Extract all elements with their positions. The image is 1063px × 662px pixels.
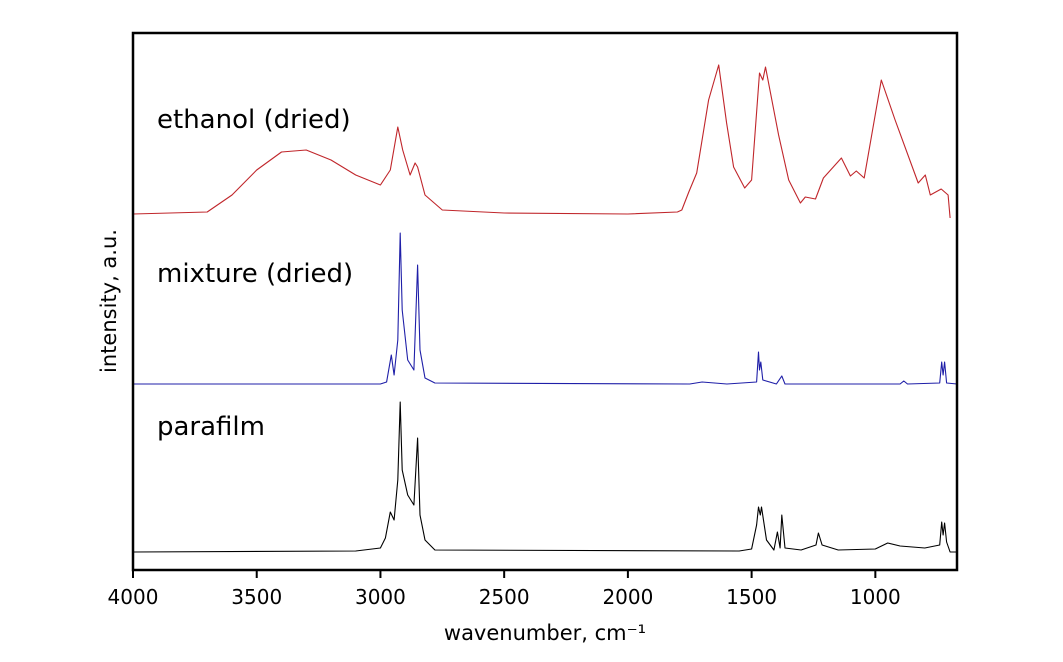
series-label-mixture: mixture (dried) bbox=[157, 259, 353, 289]
series-line-ethanol bbox=[132, 64, 951, 219]
series-label-parafilm: parafilm bbox=[157, 412, 265, 442]
x-tick-label: 1000 bbox=[850, 585, 901, 609]
x-tick-label: 3000 bbox=[355, 585, 406, 609]
x-axis-ticks: 4000 3500 3000 2500 2000 1500 1000 bbox=[108, 570, 901, 609]
series-line-parafilm bbox=[132, 401, 957, 553]
plot-frame bbox=[131, 31, 959, 572]
x-tick-label: 1500 bbox=[726, 585, 777, 609]
x-tick-label: 2500 bbox=[479, 585, 530, 609]
series-line-mixture bbox=[133, 232, 958, 385]
x-tick-label: 2000 bbox=[602, 585, 653, 609]
x-axis-label: wavenumber, cm⁻¹ bbox=[444, 621, 646, 645]
series-label-ethanol: ethanol (dried) bbox=[157, 105, 351, 135]
series-layer bbox=[132, 64, 958, 553]
x-tick-label: 3500 bbox=[231, 585, 282, 609]
y-axis-label: intensity, a.u. bbox=[97, 229, 121, 373]
x-tick-label: 4000 bbox=[108, 585, 159, 609]
